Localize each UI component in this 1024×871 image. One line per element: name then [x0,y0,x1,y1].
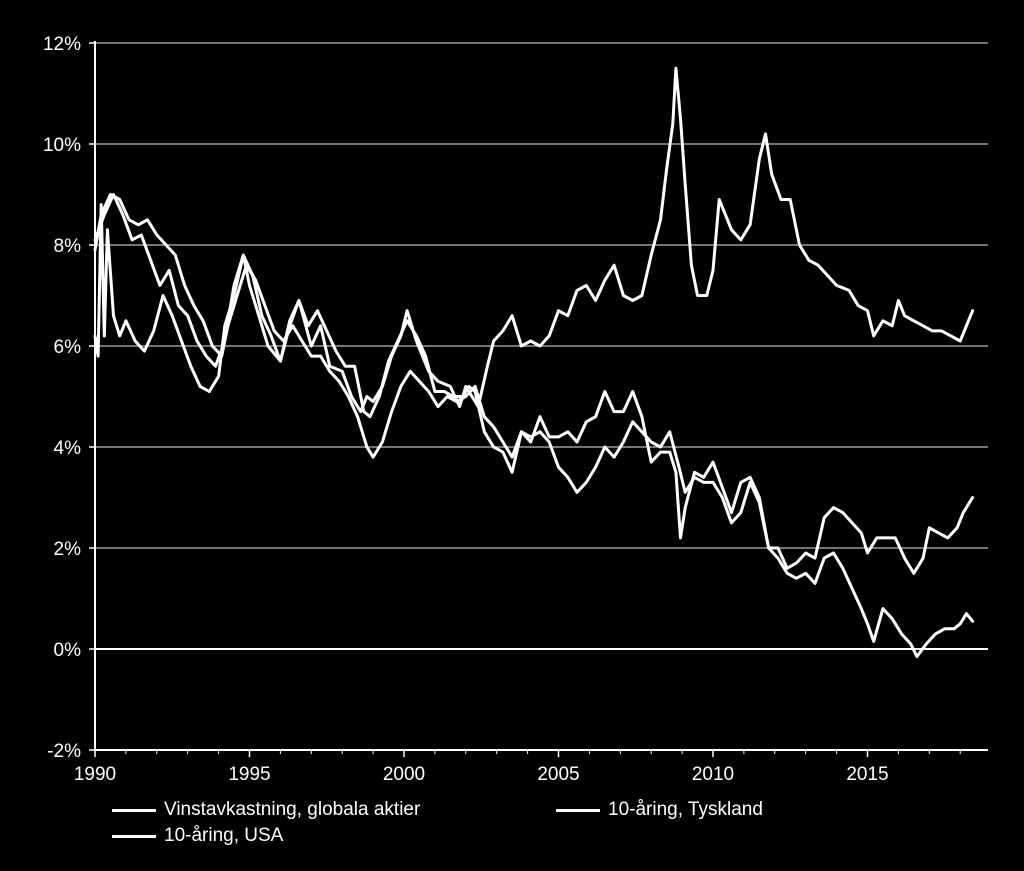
x-tick-label: 2000 [383,764,425,785]
x-tick-label: 2010 [692,764,734,785]
legend-swatch-germany-10y [556,808,600,812]
y-tick-label: 6% [54,337,82,358]
legend-item-usa-10y: 10-åring, USA [112,825,283,847]
legend-item-germany-10y: 10-åring, Tyskland [556,799,763,821]
legend-label-germany-10y: 10-åring, Tyskland [608,799,763,820]
series-line-earnings-yield [93,66,975,414]
legend-item-earnings-yield: Vinstavkastning, globala aktier [112,799,420,821]
legend-label-earnings-yield: Vinstavkastning, globala aktier [164,799,421,820]
x-tick-label: 2015 [846,764,888,785]
legend-label-usa-10y: 10-åring, USA [164,825,284,846]
series-line-germany-10y [93,193,975,659]
y-tick-label: -2% [47,741,81,762]
series-line-usa-10y [93,193,975,575]
y-tick-label: 12% [43,34,81,55]
legend-swatch-earnings-yield [112,808,156,812]
x-tick-label: 1995 [228,764,270,785]
y-tick-label: 4% [54,438,82,459]
gridlines [95,42,988,650]
y-tick-label: 10% [43,135,81,156]
axes [89,41,988,757]
y-tick-label: 8% [54,236,82,257]
legend-swatch-usa-10y [112,834,156,838]
x-tick-label: 1990 [74,764,116,785]
x-tick-label: 2005 [537,764,579,785]
tick-labels: -2% 0% 2% 4% 6% 8% 10% 12% 1990 1995 2000 2005 2010 2… [43,34,889,785]
y-tick-label: 0% [54,640,82,661]
y-tick-label: 2% [54,539,82,560]
series-lines [93,66,975,659]
